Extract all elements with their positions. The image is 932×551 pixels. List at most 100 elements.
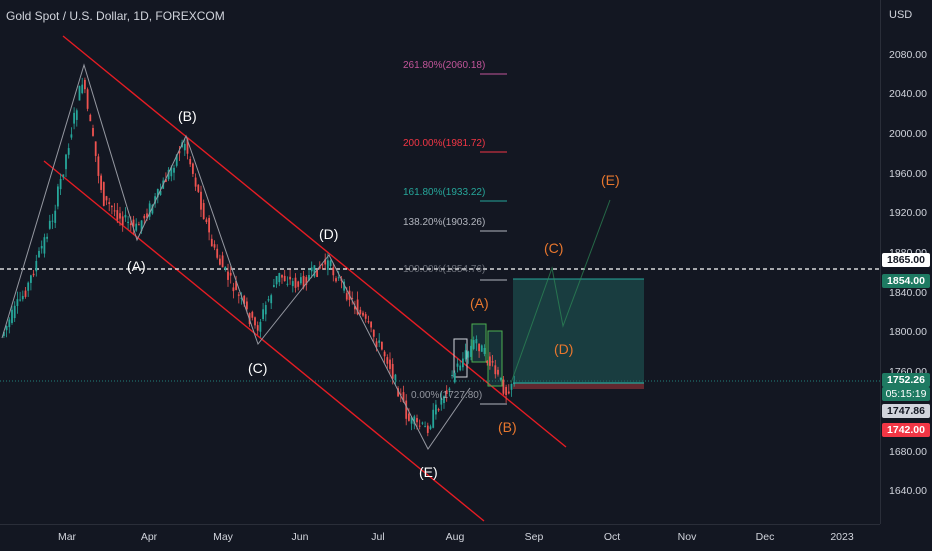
candle-body bbox=[92, 128, 94, 136]
candle-body bbox=[351, 297, 354, 299]
time-tick: Dec bbox=[755, 531, 775, 543]
candle-body bbox=[435, 404, 437, 415]
candle-body bbox=[275, 275, 278, 285]
candle-body bbox=[213, 244, 216, 248]
candle-body bbox=[30, 275, 32, 283]
wave-label-orange-a: (A) bbox=[470, 295, 489, 311]
candle-body bbox=[119, 213, 121, 219]
price-axis[interactable]: USD 2080.00 2040.00 2000.00 1960.00 1920… bbox=[880, 0, 932, 524]
price-tick: 1680.00 bbox=[889, 446, 927, 458]
price-tag-1865[interactable]: 1865.00 bbox=[882, 253, 930, 267]
candle-body bbox=[313, 265, 316, 277]
candle-body bbox=[232, 287, 235, 292]
price-tag-1854[interactable]: 1854.00 bbox=[882, 274, 930, 288]
candle-body bbox=[308, 274, 310, 281]
candle-body bbox=[337, 277, 340, 279]
candle-body bbox=[305, 277, 308, 285]
channel-lower-line[interactable] bbox=[43, 160, 485, 522]
candle-body bbox=[21, 295, 24, 300]
wave-projection-line[interactable] bbox=[510, 199, 611, 384]
candle-body bbox=[111, 206, 113, 208]
candle-body bbox=[81, 84, 84, 94]
projection-stop-box[interactable] bbox=[513, 383, 644, 389]
candle-body bbox=[205, 219, 208, 223]
candle-body bbox=[424, 426, 426, 428]
candle-body bbox=[451, 375, 453, 377]
candle-body bbox=[173, 167, 175, 173]
candle-body bbox=[443, 396, 445, 404]
candle-body bbox=[27, 282, 30, 291]
candle-body bbox=[70, 134, 73, 138]
candle-body bbox=[254, 317, 256, 326]
candle-body bbox=[167, 169, 170, 180]
candle-body bbox=[3, 331, 5, 336]
candle-body bbox=[402, 392, 405, 402]
candle-body bbox=[243, 295, 246, 305]
candle-body bbox=[113, 210, 116, 212]
wave-zigzag-white[interactable] bbox=[1, 63, 471, 450]
candle-body bbox=[46, 236, 48, 239]
wave-label-c: (C) bbox=[248, 360, 267, 376]
candle-body bbox=[183, 143, 186, 151]
candle-body bbox=[505, 386, 507, 395]
candle-body bbox=[19, 299, 21, 301]
price-tag-1747[interactable]: 1747.86 bbox=[882, 404, 930, 418]
candle-body bbox=[391, 363, 394, 379]
candle-body bbox=[129, 223, 132, 226]
candle-body bbox=[291, 281, 294, 287]
time-tick: Oct bbox=[603, 531, 621, 543]
candle-body bbox=[418, 425, 421, 427]
highlight-box-white[interactable] bbox=[453, 338, 468, 378]
candle-body bbox=[335, 278, 337, 282]
candle-body bbox=[62, 174, 65, 178]
candle-body bbox=[499, 377, 502, 380]
wave-label-b: (B) bbox=[178, 108, 197, 124]
candle-body bbox=[510, 383, 513, 390]
time-tick: 2023 bbox=[830, 531, 854, 543]
candle-body bbox=[397, 388, 399, 397]
price-tick: 1920.00 bbox=[889, 207, 927, 219]
candle-body bbox=[278, 273, 281, 283]
wave-label-a: (A) bbox=[127, 258, 146, 274]
candle-body bbox=[426, 425, 429, 433]
projection-target-box[interactable] bbox=[513, 279, 644, 383]
candle-body bbox=[73, 112, 75, 124]
candle-body bbox=[270, 295, 273, 304]
candle-body bbox=[13, 305, 16, 319]
candle-body bbox=[486, 360, 489, 363]
price-tag-1742[interactable]: 1742.00 bbox=[882, 423, 930, 437]
chart-title[interactable]: Gold Spot / U.S. Dollar, 1D, FOREXCOM bbox=[6, 9, 225, 23]
last-price-tag[interactable]: 1752.26 bbox=[882, 373, 930, 387]
candle-body bbox=[84, 79, 86, 90]
candle-body bbox=[464, 350, 467, 360]
candle-body bbox=[448, 388, 451, 391]
candle-body bbox=[489, 356, 491, 366]
candle-body bbox=[502, 379, 505, 394]
fib-138-label: 138.20%(1903.26) bbox=[403, 217, 485, 228]
time-tick: Sep bbox=[524, 531, 544, 543]
candle-body bbox=[475, 339, 478, 344]
candle-body bbox=[38, 250, 40, 258]
candle-body bbox=[224, 266, 227, 270]
time-axis[interactable]: Mar Apr May Jun Jul Aug Sep Oct Nov Dec … bbox=[0, 524, 880, 551]
candle-body bbox=[197, 184, 200, 192]
candle-body bbox=[470, 345, 472, 357]
price-chart[interactable]: 261.80%(2060.18) 200.00%(1981.72) 161.80… bbox=[0, 0, 880, 524]
candle-body bbox=[408, 413, 410, 421]
candle-body bbox=[57, 186, 59, 207]
candle-body bbox=[202, 203, 205, 220]
candle-body bbox=[178, 150, 181, 154]
candle-body bbox=[132, 219, 135, 227]
candle-body bbox=[262, 309, 264, 320]
highlight-box-green-1[interactable] bbox=[471, 323, 487, 363]
wave-label-orange-b: (B) bbox=[498, 419, 517, 435]
price-tick: 2080.00 bbox=[889, 49, 927, 61]
channel-upper-line[interactable] bbox=[62, 35, 567, 448]
candle-body bbox=[240, 297, 243, 299]
candle-body bbox=[302, 275, 305, 288]
time-tick: Aug bbox=[445, 531, 465, 543]
candle-body bbox=[354, 306, 356, 310]
price-tick: 1840.00 bbox=[889, 287, 927, 299]
candle-body bbox=[246, 301, 248, 310]
candle-body bbox=[332, 267, 335, 276]
